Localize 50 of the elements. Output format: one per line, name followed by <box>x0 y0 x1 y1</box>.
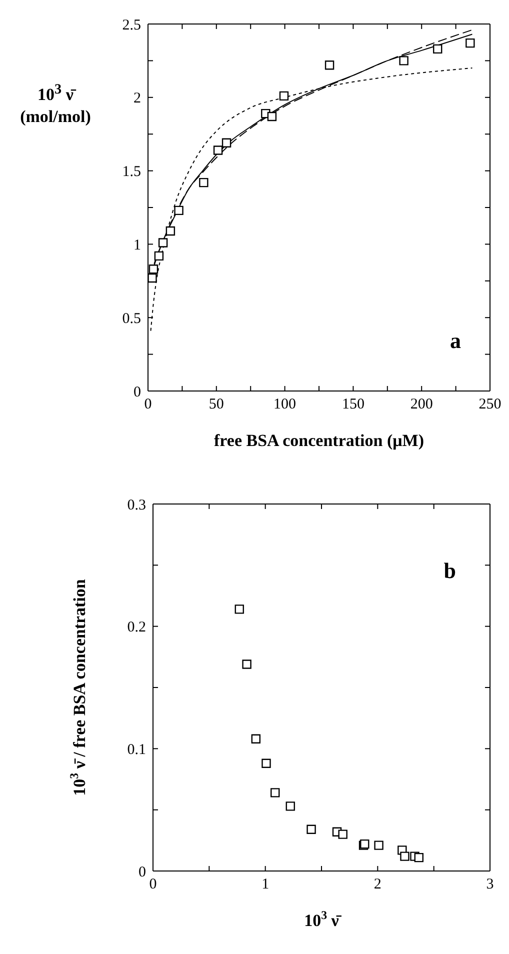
point <box>279 91 289 101</box>
y-tick-label: 0.1 <box>127 742 146 758</box>
point <box>154 251 164 261</box>
x-tick-label: 3 <box>486 876 494 893</box>
point <box>234 604 244 614</box>
point <box>267 112 277 122</box>
x-tick-label: 100 <box>274 396 296 413</box>
point <box>199 178 208 188</box>
point <box>158 238 168 248</box>
x-tick-label: 150 <box>342 396 364 413</box>
point <box>262 758 271 768</box>
annotation: b <box>444 558 456 583</box>
point <box>306 824 316 834</box>
y-axis-title: 10$^{3}$ ν̄ (mol/mol) <box>20 81 91 126</box>
y-tick-label: 0.5 <box>122 310 141 327</box>
point <box>222 138 232 148</box>
x-axis-title: 10$^{3}$ ν̄ <box>304 908 342 930</box>
point <box>174 206 184 216</box>
x-tick-label: 1 <box>262 876 270 893</box>
y-tick-label: 2 <box>134 90 141 107</box>
point <box>213 146 223 155</box>
x-axis-title: free BSA concentration (μM) <box>214 431 424 450</box>
point <box>374 840 384 850</box>
y-tick-label: 2.5 <box>122 17 141 34</box>
point <box>433 44 442 54</box>
x-tick-label: 50 <box>208 396 224 413</box>
point <box>148 264 158 274</box>
point <box>148 273 157 283</box>
y-tick-label: 0 <box>138 864 146 880</box>
x-tick-label: 250 <box>478 396 502 413</box>
y-tick-label: 1 <box>134 238 141 254</box>
x-tick-label: 2 <box>374 876 382 893</box>
y-tick-label: 0.3 <box>127 497 146 514</box>
point <box>242 660 252 669</box>
point <box>400 852 410 861</box>
point <box>270 788 280 798</box>
point <box>399 56 408 66</box>
point <box>338 830 348 839</box>
y-tick-label: 0.2 <box>127 620 146 636</box>
point <box>466 38 475 48</box>
x-tick-label: 0 <box>149 876 157 893</box>
point <box>324 60 334 70</box>
point <box>251 734 260 744</box>
point <box>286 802 295 811</box>
x-tick-label: 200 <box>410 396 433 413</box>
annotation: a <box>450 328 461 353</box>
y-tick-label: 0 <box>134 384 141 400</box>
point <box>166 226 176 236</box>
point <box>414 852 424 862</box>
y-tick-label: 1.5 <box>122 164 141 180</box>
